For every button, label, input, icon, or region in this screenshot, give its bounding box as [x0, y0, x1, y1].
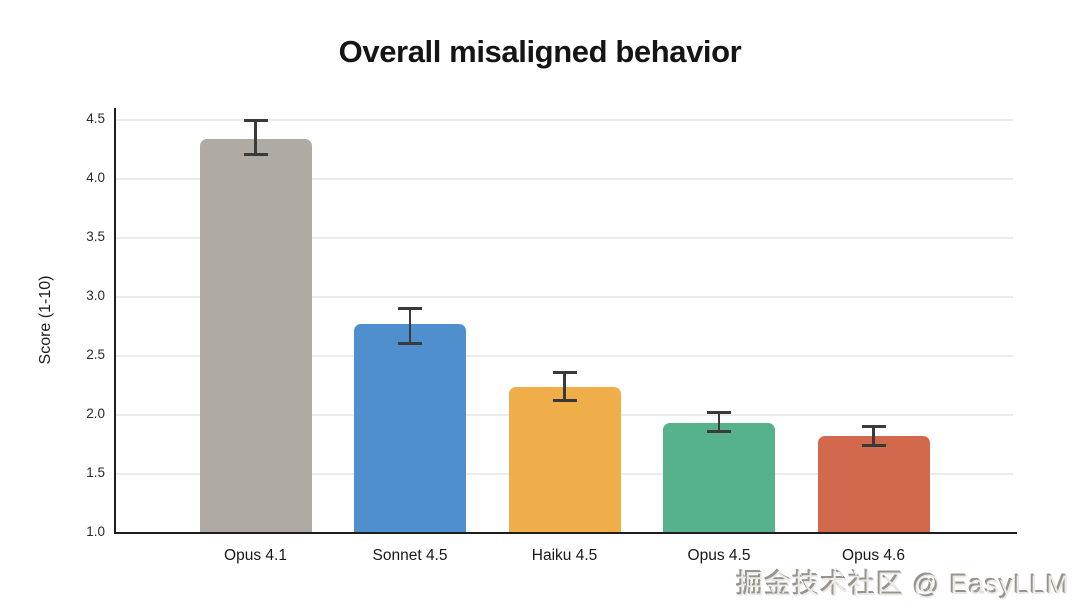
- x-tick-label-sonnet-4.5: Sonnet 4.5: [372, 547, 448, 564]
- bar-opus-4.5: [663, 423, 775, 533]
- error-cap-top-opus-4.1: [243, 119, 268, 123]
- x-axis-line: [113, 531, 1017, 535]
- x-tick-label-opus-4.6: Opus 4.6: [842, 547, 905, 564]
- error-cap-top-opus-4.5: [707, 410, 731, 414]
- y-gridline-4.0: [113, 178, 1013, 180]
- y-tick-label-2.5: 2.5: [86, 347, 105, 362]
- error-cap-bottom-opus-4.6: [861, 443, 886, 447]
- y-axis-line: [113, 108, 117, 534]
- x-tick-label-opus-4.5: Opus 4.5: [687, 547, 751, 564]
- y-tick-label-4.5: 4.5: [86, 111, 105, 126]
- watermark-text: 掘金技术社区 @ EasyLLM: [737, 570, 1070, 600]
- y-tick-label-1.5: 1.5: [86, 465, 105, 480]
- y-gridline-2.5: [113, 355, 1013, 357]
- y-tick-label-3.5: 3.5: [86, 229, 105, 244]
- bar-opus-4.1: [199, 139, 312, 533]
- error-bar-opus-4.1: [254, 121, 257, 155]
- chart-title: Overall misaligned behavior: [338, 34, 742, 69]
- error-cap-bottom-sonnet-4.5: [398, 342, 422, 346]
- error-cap-top-opus-4.6: [861, 424, 886, 428]
- y-tick-label-2.0: 2.0: [86, 406, 105, 421]
- y-tick-label-3.0: 3.0: [86, 288, 105, 303]
- error-bar-sonnet-4.5: [408, 308, 412, 344]
- error-bar-opus-4.5: [717, 412, 721, 431]
- y-gridline-3.0: [113, 296, 1013, 298]
- x-tick-label-opus-4.1: Opus 4.1: [224, 547, 287, 564]
- error-bar-opus-4.6: [872, 426, 875, 445]
- error-cap-top-sonnet-4.5: [398, 306, 422, 310]
- bar-opus-4.6: [817, 436, 930, 533]
- error-cap-bottom-haiku-4.5: [552, 398, 577, 402]
- bar-haiku-4.5: [508, 386, 621, 533]
- error-cap-top-haiku-4.5: [552, 370, 577, 374]
- error-cap-bottom-opus-4.5: [707, 429, 731, 433]
- x-tick-label-haiku-4.5: Haiku 4.5: [531, 547, 598, 564]
- y-tick-label-1.0: 1.0: [86, 524, 105, 539]
- error-bar-haiku-4.5: [563, 372, 566, 400]
- y-gridline-4.5: [113, 119, 1013, 121]
- bar-sonnet-4.5: [354, 324, 466, 533]
- error-cap-bottom-opus-4.1: [243, 153, 268, 157]
- y-tick-label-4.0: 4.0: [86, 170, 105, 185]
- y-gridline-3.5: [113, 237, 1013, 239]
